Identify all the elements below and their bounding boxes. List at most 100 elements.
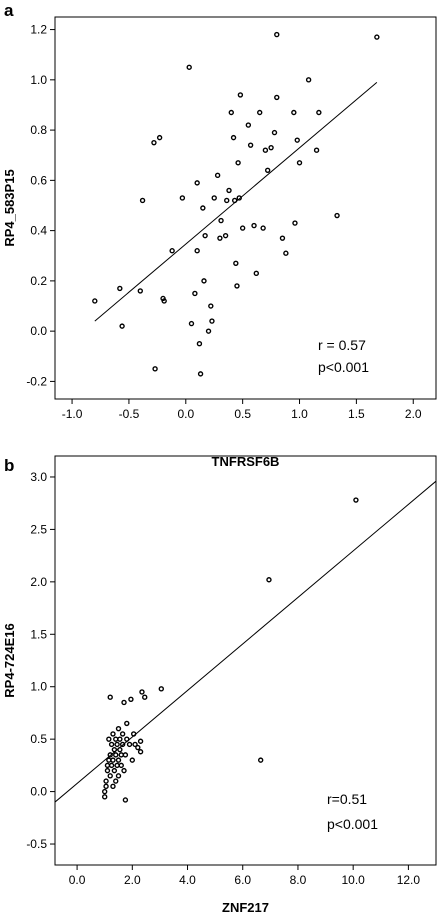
panel-b-data-point (121, 699, 127, 706)
panel-b-x-tick-label: 12.0 (397, 873, 421, 887)
panel-a-data-point (200, 205, 206, 211)
panel-b-data-point (107, 752, 113, 758)
panel-b-plot-frame (54, 455, 437, 866)
panel-b-annotation: r=0.51 (327, 791, 367, 807)
panel-a-data-point (188, 320, 195, 327)
panel-b-x-tick-label: 0.0 (69, 873, 86, 887)
panel-a-letter: a (4, 1, 14, 20)
panel-b-data-point (101, 788, 108, 795)
panel-a-data-point (169, 248, 175, 254)
panel-a-y-tick-label: -0.2 (26, 374, 47, 388)
panel-b-data-point (126, 741, 133, 748)
panel-a-data-point (279, 235, 286, 241)
panel-a-y-tick-label: 0.0 (30, 324, 47, 338)
panel-a-annotation: p<0.001 (318, 359, 369, 375)
panel-b-x-tick-label: 2.0 (124, 873, 141, 887)
panel-b-x-axis-title: ZNF217 (222, 900, 269, 915)
panel-a-data-point (268, 144, 274, 151)
panel-a-x-tick-label: 2.0 (405, 407, 422, 421)
panel-a-data-point (186, 64, 192, 70)
panel-a-plot-frame (54, 16, 437, 400)
panel-b-data-point (122, 797, 129, 803)
panel-b-y-tick-label: 0.5 (30, 732, 47, 746)
panel-a-data-point (239, 225, 246, 231)
panel-b-data-point (117, 746, 123, 753)
panel-a-data-point (226, 187, 232, 194)
panel-b-data-point (110, 757, 116, 763)
panel-b-data-point (103, 778, 109, 784)
panel-b-data-point (113, 778, 119, 784)
panel-a-data-point (260, 225, 266, 231)
panel-b-y-tick-label: 2.5 (30, 522, 47, 536)
panel-b-data-point (104, 762, 111, 769)
panel-b-annotation: p<0.001 (327, 816, 378, 832)
panel-b-y-tick-label: 2.0 (30, 575, 47, 589)
panel-a-data-point (194, 248, 200, 254)
panel-a-data-point (228, 109, 234, 116)
panel-b-data-point (142, 694, 148, 700)
panel-b-data-point (158, 686, 164, 692)
panel-a-y-tick-label: 0.2 (30, 274, 47, 288)
panel-b-data-point (257, 757, 264, 763)
panel-b-data-point (108, 741, 115, 748)
panel-b-x-tick-label: 6.0 (234, 873, 251, 887)
panel-a-data-point (257, 109, 263, 116)
panel-a-data-point (205, 328, 212, 334)
panel-b-data-point (111, 767, 118, 774)
panel-a-x-tick-label: 1.0 (291, 407, 308, 421)
panel-a-data-point (151, 139, 157, 146)
panel-b-data-point (113, 736, 119, 742)
panel-b-data-point (114, 762, 120, 769)
panel-a-y-tick-label: 0.4 (30, 224, 47, 238)
panel-b-data-point (106, 757, 112, 763)
panel-a-data-point (237, 92, 244, 98)
panel-a-data-point (211, 195, 217, 201)
panel-b-data-point (119, 741, 126, 748)
panel-b-y-tick-label: 1.5 (30, 627, 47, 641)
panel-a-data-point (234, 283, 240, 289)
panel-a-data-point (291, 109, 297, 116)
panel-b-x-tick-label: 4.0 (179, 873, 196, 887)
panel-a-data-point (245, 122, 252, 128)
panel-b-data-point (104, 767, 111, 774)
panel-a-data-point (294, 137, 300, 143)
panel-b-data-point (137, 738, 144, 744)
panel-a-data-point (202, 232, 208, 239)
panel-a-data-point (139, 197, 146, 204)
panel-b-data-point (122, 752, 129, 758)
panel-b-data-point (353, 497, 359, 503)
panel-a-data-point (209, 318, 215, 324)
panel-b-data-point (117, 736, 123, 742)
panel-b-data-point (128, 696, 134, 703)
panel-a-x-tick-label: 0.0 (177, 407, 194, 421)
panel-b-data-point (118, 752, 124, 758)
panel-a-data-point (292, 220, 298, 226)
panel-b-data-point (115, 757, 122, 763)
panel-a-y-tick-label: 0.8 (30, 123, 47, 137)
panel-b-data-point (135, 744, 141, 751)
panel-a-data-point (274, 31, 280, 38)
panel-b-data-point (121, 767, 127, 774)
panel-b-data-point (115, 725, 122, 732)
panel-a-y-axis-title: RP4_583P15 (2, 169, 17, 246)
panel-b-data-point (107, 773, 113, 779)
panel-b-data-point (130, 731, 137, 737)
panel-a-data-point (192, 290, 198, 297)
panel-a-data-point (217, 235, 223, 241)
panel-a-data-point (247, 142, 254, 148)
panel-a-data-point (214, 172, 221, 179)
panel-a-data-point (179, 195, 186, 201)
panel-a-data-point (196, 341, 203, 347)
panel-b-y-tick-label: -0.5 (26, 837, 47, 851)
panel-b-data-point (108, 762, 115, 769)
panel-a-data-point (119, 323, 125, 329)
panel-a-data-point (156, 134, 163, 141)
panel-b-data-point (124, 736, 130, 742)
panel-b-data-point (119, 731, 126, 737)
panel-a-data-point (161, 298, 167, 304)
panel-b-x-tick-label: 8.0 (290, 873, 307, 887)
panel-a-data-point (283, 250, 289, 256)
panel-a-data-point (224, 197, 230, 204)
panel-a-y-tick-label: 1.2 (30, 23, 47, 37)
panel-b-data-point (103, 783, 109, 790)
